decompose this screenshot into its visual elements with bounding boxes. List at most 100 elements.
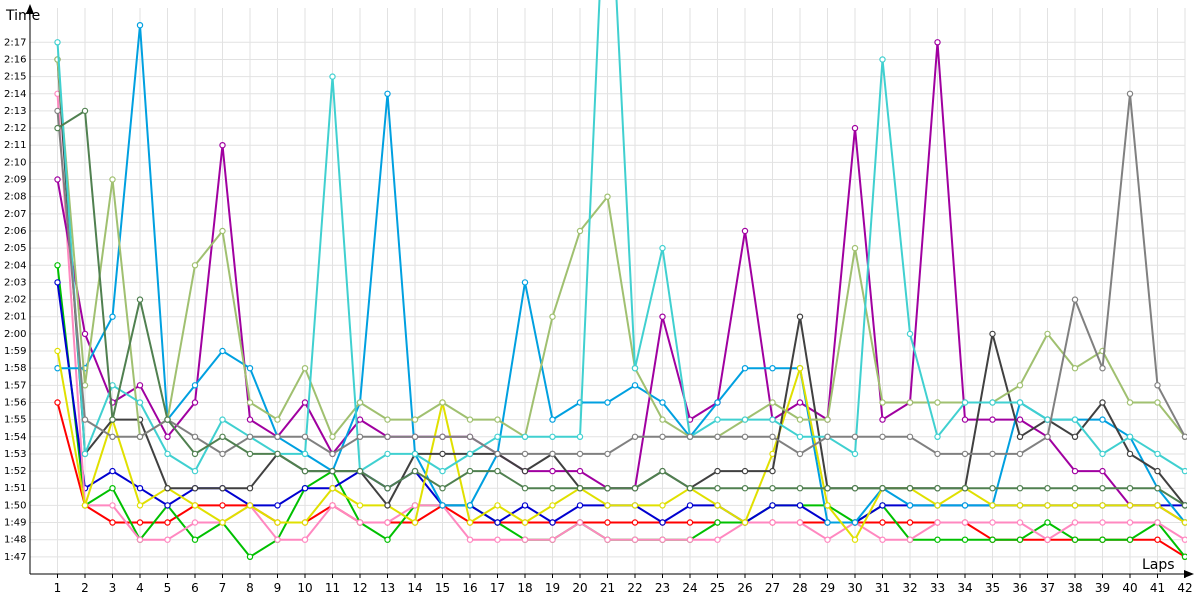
- data-point: [851, 124, 859, 132]
- data-point: [824, 519, 831, 526]
- data-point: [769, 519, 776, 526]
- data-point: [1099, 399, 1106, 406]
- data-point: [219, 141, 226, 149]
- data-point: [1071, 467, 1079, 475]
- data-point: [631, 536, 639, 543]
- data-point: [714, 467, 721, 475]
- data-point: [741, 433, 749, 440]
- data-point: [191, 485, 199, 492]
- data-point: [796, 450, 804, 458]
- data-point: [1181, 553, 1187, 560]
- x-tick-label: 3: [109, 581, 117, 595]
- data-point: [714, 502, 721, 509]
- data-point: [934, 485, 941, 492]
- data-point: [934, 502, 941, 509]
- data-point: [191, 536, 199, 543]
- data-point: [906, 433, 914, 440]
- x-tick-label: 30: [847, 581, 862, 595]
- data-point: [604, 502, 611, 509]
- data-point: [769, 502, 776, 509]
- y-tick-label: 2:02: [4, 295, 26, 306]
- data-point: [741, 485, 749, 492]
- x-tick-label: 20: [572, 581, 587, 595]
- data-point: [1099, 365, 1106, 372]
- data-point: [741, 365, 749, 372]
- y-tick-labels: 1:47 1:48 1:49 1:50 1:51 1:52 1:53 1:54 1:55 1:56…: [4, 37, 26, 563]
- data-point: [906, 519, 914, 526]
- data-point: [604, 450, 611, 458]
- x-tick-label: 37: [1040, 581, 1055, 595]
- data-point: [384, 502, 391, 509]
- data-point: [934, 39, 941, 46]
- data-point: [246, 399, 254, 406]
- data-point: [136, 485, 144, 492]
- y-tick-label: 2:04: [4, 260, 26, 271]
- x-tick-label: 10: [297, 581, 312, 595]
- data-point: [1154, 450, 1161, 458]
- data-point: [136, 502, 144, 509]
- data-point: [1154, 382, 1161, 389]
- x-tick-label: 18: [517, 581, 532, 595]
- series-layer: [54, 0, 1187, 561]
- data-point: [109, 382, 116, 389]
- data-point: [604, 193, 611, 200]
- data-point: [796, 399, 804, 406]
- data-point: [466, 433, 474, 440]
- data-point: [1071, 296, 1079, 303]
- data-point: [934, 399, 941, 406]
- x-tick-labels: 1 2 3 4 5 6 7 8 9 10 11 12 13 14 15 16 17 18 19 20 21 22 23 24 2…: [54, 574, 1193, 595]
- data-point: [1016, 399, 1024, 406]
- x-tick-label: 13: [380, 581, 395, 595]
- data-point: [549, 433, 556, 440]
- data-point: [989, 536, 996, 543]
- y-tick-label: 1:48: [4, 535, 26, 546]
- data-point: [769, 485, 776, 492]
- data-point: [274, 433, 281, 440]
- series-line: [56, 350, 1186, 541]
- data-point: [686, 519, 694, 526]
- data-point: [81, 416, 89, 423]
- data-point: [54, 107, 61, 115]
- data-point: [521, 467, 529, 475]
- data-point: [714, 433, 721, 440]
- data-point: [136, 536, 144, 543]
- data-point: [274, 519, 281, 526]
- data-point: [824, 536, 831, 543]
- data-point: [906, 485, 914, 492]
- data-point: [164, 536, 171, 543]
- data-point: [769, 467, 776, 475]
- data-point: [466, 519, 474, 526]
- data-point: [109, 313, 116, 320]
- data-point: [494, 433, 501, 440]
- data-point: [301, 467, 309, 475]
- x-tick-label: 19: [545, 581, 560, 595]
- data-point: [439, 502, 446, 509]
- data-point: [989, 502, 996, 509]
- data-point: [576, 467, 584, 475]
- data-point: [549, 313, 556, 320]
- data-point: [1099, 467, 1106, 475]
- data-point: [879, 536, 886, 543]
- data-point: [631, 365, 639, 372]
- data-point: [824, 502, 831, 509]
- data-point: [384, 450, 391, 458]
- data-point: [81, 502, 89, 509]
- data-point: [494, 467, 501, 475]
- data-point: [1016, 536, 1024, 543]
- data-point: [796, 485, 804, 492]
- data-point: [191, 433, 199, 440]
- data-point: [246, 502, 254, 509]
- x-tick-label: 40: [1122, 581, 1137, 595]
- data-point: [686, 502, 694, 509]
- data-point: [329, 502, 336, 509]
- data-point: [54, 347, 61, 355]
- y-tick-label: 2:12: [4, 123, 26, 134]
- data-point: [191, 382, 199, 389]
- data-point: [906, 502, 914, 509]
- x-tick-label: 38: [1067, 581, 1082, 595]
- data-point: [1181, 519, 1187, 526]
- data-point: [274, 502, 281, 509]
- x-tick-label: 41: [1150, 581, 1165, 595]
- data-point: [494, 536, 501, 543]
- x-tick-label: 33: [930, 581, 945, 595]
